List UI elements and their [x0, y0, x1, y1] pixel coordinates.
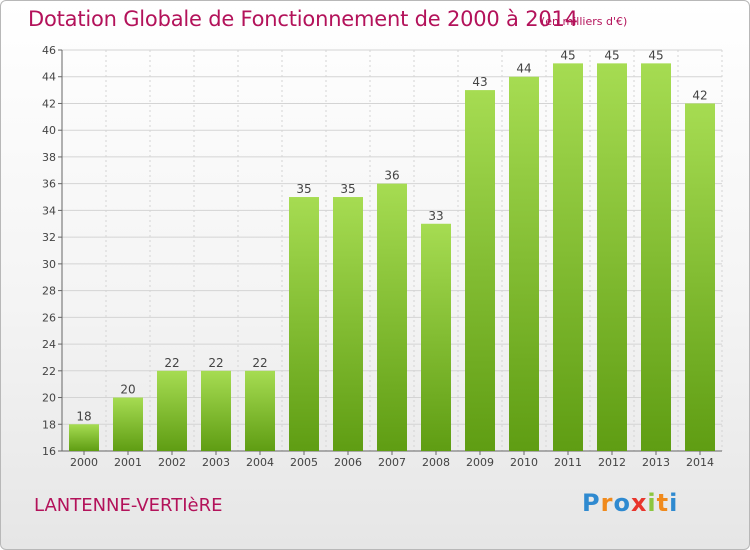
value-label-2006: 35	[340, 182, 355, 196]
x-tick-label-2000: 2000	[70, 456, 98, 469]
logo-letter: i	[647, 489, 657, 517]
chart-title: Dotation Globale de Fonctionnement de 20…	[28, 7, 578, 31]
y-tick-label: 46	[42, 44, 56, 57]
bar-2008	[421, 223, 451, 451]
value-label-2008: 33	[428, 209, 443, 223]
logo-letter: r	[600, 489, 614, 517]
bar-2001	[113, 397, 143, 451]
chart-subtitle: (en milliers d'€)	[541, 15, 628, 28]
value-label-2001: 20	[120, 383, 135, 397]
y-tick-label: 22	[42, 365, 56, 378]
value-label-2002: 22	[164, 356, 179, 370]
y-tick-label: 28	[42, 285, 56, 298]
x-tick-label-2009: 2009	[466, 456, 494, 469]
y-tick-label: 40	[42, 124, 56, 137]
value-labels: 18 20 22 22 22 35 35 36 33 43 44 45 45 45 42	[76, 48, 707, 423]
value-label-2010: 44	[516, 62, 531, 76]
bar-2002	[157, 370, 187, 451]
y-tick-label: 38	[42, 151, 56, 164]
logo-letter: o	[613, 489, 631, 517]
x-tick-label-2006: 2006	[334, 456, 362, 469]
x-tick-label-2011: 2011	[554, 456, 582, 469]
x-tick-label-2003: 2003	[202, 456, 230, 469]
x-tick-label-2014: 2014	[686, 456, 714, 469]
bars	[69, 63, 715, 451]
logo-letter: t	[656, 489, 670, 517]
bar-2009	[465, 90, 495, 451]
value-label-2014: 42	[692, 88, 707, 102]
y-tick-label: 20	[42, 392, 56, 405]
value-label-2003: 22	[208, 356, 223, 370]
y-tick-label: 34	[42, 204, 56, 217]
y-tick-label: 30	[42, 258, 56, 271]
value-label-2000: 18	[76, 409, 91, 423]
x-tick-label-2002: 2002	[158, 456, 186, 469]
bar-2005	[289, 197, 319, 451]
bar-2013	[641, 63, 671, 451]
x-tick-label-2012: 2012	[598, 456, 626, 469]
value-label-2004: 22	[252, 356, 267, 370]
x-tick-label-2001: 2001	[114, 456, 142, 469]
bar-2006	[333, 197, 363, 451]
x-tick-label-2010: 2010	[510, 456, 538, 469]
value-label-2007: 36	[384, 169, 399, 183]
commune-name: LANTENNE-VERTIèRE	[34, 495, 223, 516]
y-tick-label: 36	[42, 178, 56, 191]
logo-letter: P	[582, 489, 601, 517]
y-tick-label: 44	[42, 71, 56, 84]
x-tick-label-2013: 2013	[642, 456, 670, 469]
logo-letter: x	[630, 489, 648, 517]
x-tick-label-2005: 2005	[290, 456, 318, 469]
bar-2012	[597, 63, 627, 451]
value-label-2005: 35	[296, 182, 311, 196]
bar-2003	[201, 370, 231, 451]
x-tick-label-2008: 2008	[422, 456, 450, 469]
value-label-2012: 45	[604, 48, 619, 62]
y-tick-label: 26	[42, 311, 56, 324]
y-tick-label: 24	[42, 338, 56, 351]
bar-2004	[245, 370, 275, 451]
bar-2000	[69, 424, 99, 451]
proxiti-logo: Proxiti	[582, 489, 678, 517]
bar-2010	[509, 76, 539, 451]
value-label-2009: 43	[472, 75, 487, 89]
axes: 16 18 20 22 24 26 28 30 32 34 36 38 40 42 44 46 2000 2001…	[42, 44, 722, 469]
y-tick-label: 18	[42, 418, 56, 431]
value-label-2013: 45	[648, 48, 663, 62]
bar-2014	[685, 103, 715, 451]
y-tick-label: 32	[42, 231, 56, 244]
logo-letter: i	[669, 489, 679, 517]
bar-2007	[377, 183, 407, 451]
y-tick-label: 16	[42, 445, 56, 458]
bar-2011	[553, 63, 583, 451]
value-label-2011: 45	[560, 48, 575, 62]
x-tick-label-2007: 2007	[378, 456, 406, 469]
y-tick-label: 42	[42, 97, 56, 110]
x-tick-label-2004: 2004	[246, 456, 274, 469]
